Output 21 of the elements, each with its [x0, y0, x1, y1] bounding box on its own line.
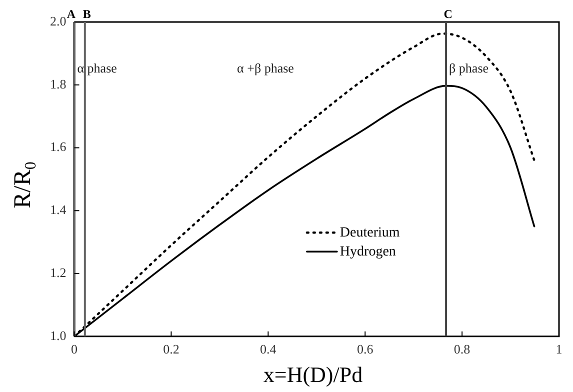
y-tick-label: 1.8: [50, 76, 66, 92]
x-axis-title: x=H(D)/Pd: [263, 362, 363, 388]
x-tick-label: 0.6: [356, 342, 374, 357]
ref-line-label: B: [82, 7, 91, 22]
y-tick-label: 2.0: [50, 13, 66, 28]
legend-label: Deuterium: [340, 225, 400, 240]
y-tick-label: 1.6: [50, 139, 67, 154]
y-tick-label: 1.2: [50, 264, 66, 280]
y-tick-label: 1.0: [50, 328, 66, 343]
x-tick-label: 1: [556, 342, 562, 357]
x-tick-label: 0.4: [260, 342, 277, 357]
legend-label: Hydrogen: [340, 244, 396, 260]
annotation: β phase: [449, 60, 489, 76]
x-tick-label: 0.2: [163, 342, 180, 357]
annotation: α +β phase: [237, 60, 294, 76]
y-tick-label: 1.4: [50, 202, 67, 218]
x-tick-label: 0.8: [454, 342, 470, 357]
text: A: [66, 7, 76, 22]
annotation: α phase: [77, 60, 118, 76]
x-tick-label: 0: [71, 342, 78, 357]
ref-line-label: C: [444, 7, 452, 22]
